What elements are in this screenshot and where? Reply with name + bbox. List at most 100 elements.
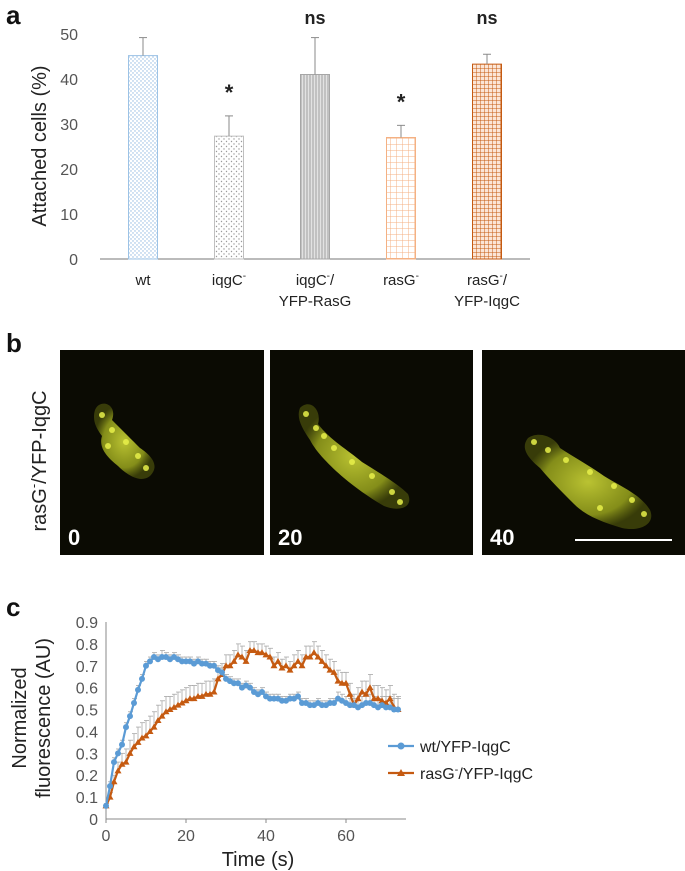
bar [300,74,330,260]
data-point [290,662,298,669]
bar-chart-y-tick-label: 30 [60,117,78,134]
bar-chart-y-tick-label: 20 [60,162,78,179]
cell-spot [531,439,537,445]
line-chart-y-tick-label: 0.9 [76,615,98,632]
bar-category-label: rasG- [383,271,419,289]
bar-chart-y-tick-label: 40 [60,72,78,89]
data-point [135,686,141,693]
data-point [306,653,314,660]
line-chart-y-tick-label: 0.6 [76,681,98,698]
data-point [266,653,274,660]
data-point [294,657,302,664]
data-point [111,759,117,766]
data-point [211,662,217,669]
bar-category-label: YFP-RasG [279,293,352,310]
data-point [262,651,270,658]
panel-label-b: b [6,328,22,358]
cell-spot [587,469,593,475]
data-point [119,741,125,748]
cell-signal [524,434,652,530]
significance-label: * [225,80,234,105]
data-point [334,677,342,684]
data-point [235,680,241,687]
legend-label: wt/YFP-IqgC [419,739,511,756]
data-point [139,675,145,682]
cell-spot [99,412,105,418]
data-point [331,699,337,706]
data-point [219,669,225,676]
significance-label: ns [304,8,325,28]
bar [386,137,416,260]
bar [128,55,158,260]
micrograph-row: 0 20 40 [60,350,685,555]
line-chart-y-axis-title-line1: Normalized [9,667,31,768]
cell-signal [298,404,410,509]
cell-spot [135,453,141,459]
data-point [314,653,322,660]
data-point [214,675,222,682]
cell-spot [321,433,327,439]
cell-spot [629,497,635,503]
timestamp-label: 0 [68,525,80,550]
cell-spot [109,427,115,433]
data-point [346,690,354,697]
data-point [330,668,338,675]
cell-spot [397,499,403,505]
cell-spot [349,459,355,465]
data-point [274,657,282,664]
data-point [247,684,253,691]
line-chart-x-tick-label: 20 [177,828,195,845]
bar-chart-y-tick-label: 10 [60,207,78,224]
bar-chart-y-tick-label: 0 [69,252,78,269]
data-point [270,662,278,669]
bar [214,135,244,260]
bar-chart-y-axis-title: Attached cells (%) [29,65,51,226]
data-point [150,723,158,730]
data-point [230,657,238,664]
significance-label: ns [476,8,497,28]
data-point [142,732,150,739]
data-point [170,703,178,710]
bar-category-label: YFP-IqgC [454,293,520,310]
data-point [110,778,118,785]
cell-spot [545,447,551,453]
data-point [226,662,234,669]
data-point [395,706,401,713]
data-point [278,664,286,671]
line-chart-y-axis-title-line2: fluorescence (AU) [33,638,55,798]
data-point [258,649,266,656]
bar-category-label: wt [135,272,152,289]
cell-spot [389,489,395,495]
legend-label: rasG-/YFP-IqgC [420,764,533,783]
data-point [286,666,294,673]
data-point [130,743,138,750]
data-point [386,695,394,702]
data-point [298,662,306,669]
data-point [322,662,330,669]
micrograph-frame [60,350,264,555]
data-point [378,697,386,704]
data-point [146,727,154,734]
data-point [122,758,130,765]
data-point [282,662,290,669]
line-chart-y-tick-label: 0.7 [76,659,98,676]
micrograph-row-label: rasG-/YFP-IqgC [26,390,51,531]
bar-category-label: rasG-/ [467,271,508,289]
data-point [242,657,250,664]
data-point [131,699,137,706]
line-chart-y-tick-label: 0 [89,812,98,829]
data-point [143,662,149,669]
line-chart-y-tick-label: 0.4 [76,724,98,741]
cell-spot [123,439,129,445]
data-point [310,649,318,656]
data-point [166,706,174,713]
cell-spot [105,443,111,449]
data-point [295,693,301,700]
cell-spot [313,425,319,431]
data-point [103,802,109,809]
data-point [354,695,362,702]
line-chart-x-axis-title: Time (s) [222,849,295,871]
data-point [366,684,374,691]
legend-swatch-marker [397,742,405,750]
cell-spot [611,483,617,489]
